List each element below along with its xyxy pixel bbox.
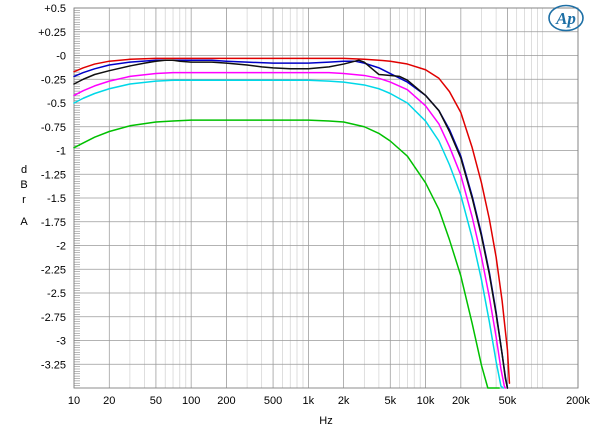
x-tick-label: 1k (303, 395, 315, 407)
y-tick-label: -2.25 (41, 264, 66, 276)
y-axis-tick-labels: +0.5 +0.25 -0 -0.25 -0.5 -0.75 -1 -1.25 -1.5 -1.7… (38, 3, 66, 371)
ap-logo: Ap (548, 4, 584, 32)
y-tick-label: -3 (56, 336, 66, 348)
x-tick-label: 500 (264, 395, 282, 407)
y-tick-label: +0.25 (38, 27, 66, 39)
trace-green (73, 119, 500, 389)
y-tick-label: -1 (56, 146, 66, 158)
y-tick-label: -2.75 (41, 312, 66, 324)
x-axis-title: Hz (319, 415, 332, 427)
x-tick-label: 50k (499, 395, 517, 407)
ap-logo-label: Ap (555, 9, 576, 28)
y-tick-label: -2 (56, 241, 66, 253)
x-tick-label: 200 (217, 395, 235, 407)
x-tick-label: 100 (182, 395, 200, 407)
y-minor-ticks (74, 7, 80, 389)
plot-frame (73, 7, 579, 389)
y-axis-unit-letter: A (20, 216, 28, 228)
trace-cyan (73, 79, 504, 389)
y-axis-unit-letter: d (21, 164, 27, 176)
y-axis-unit-letter: r (22, 194, 26, 206)
trace-group (73, 57, 511, 389)
x-axis-title-label: Hz (319, 415, 332, 427)
y-tick-label: -3.25 (41, 359, 66, 371)
y-axis-unit-letter: B (20, 179, 27, 191)
trace-magenta (73, 71, 507, 389)
x-axis-tick-labels: 10 20 50 100 200 500 1k 2k 5k 10k 20k 50k 200k (68, 395, 591, 407)
y-tick-label: -1.25 (41, 169, 66, 181)
y-tick-label: -0.25 (41, 74, 66, 86)
y-tick-label: -0 (56, 51, 66, 63)
y-tick-label: +0.5 (44, 3, 66, 15)
y-major-gridlines (74, 7, 578, 365)
x-tick-label: 10k (417, 395, 435, 407)
x-tick-label: 10 (68, 395, 80, 407)
x-tick-label: 50 (150, 395, 162, 407)
y-tick-label: -1.75 (41, 217, 66, 229)
x-tick-label: 2k (338, 395, 350, 407)
y-tick-label: -2.5 (47, 288, 66, 300)
x-tick-label: 20 (103, 395, 115, 407)
trace-red (73, 57, 511, 384)
y-tick-label: -0.5 (47, 98, 66, 110)
trace-black (73, 59, 509, 389)
x-tick-label: 20k (452, 395, 470, 407)
y-tick-label: -0.75 (41, 122, 66, 134)
x-tick-label: 5k (384, 395, 396, 407)
x-tick-label: 200k (566, 395, 590, 407)
y-tick-label: -1.5 (47, 193, 66, 205)
